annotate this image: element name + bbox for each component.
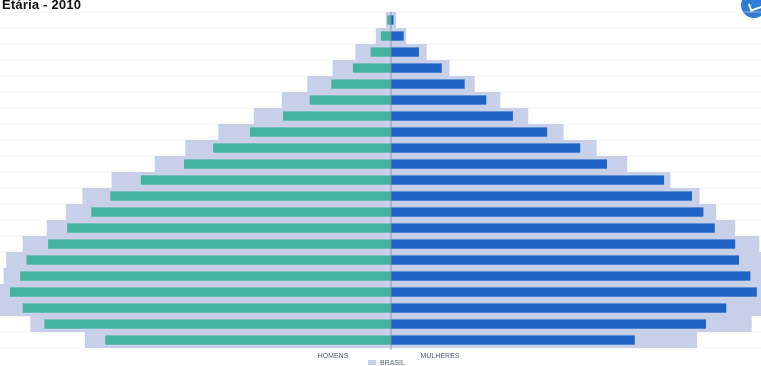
x-label-women: MULHERES [421,353,460,360]
bar-men [184,159,391,169]
bar-women [391,111,513,121]
bar-men [213,143,391,153]
bar-men [10,287,391,297]
bar-women [391,255,739,265]
legend-label-brasil: BRASIL [380,360,405,366]
bar-men [250,127,391,137]
bar-men [67,223,391,233]
bar-women [391,31,404,41]
reference-bar-right [391,12,397,28]
x-label-men: HOMENS [318,353,349,360]
chart-title: Etária - 2010 [2,0,82,12]
bar-women [391,239,736,249]
bar-women [391,175,665,185]
bar-women [391,63,442,73]
bar-men [309,95,391,105]
bar-men [44,319,392,329]
bar-women [391,15,394,25]
bar-men [352,63,391,73]
bar-men [20,271,391,281]
bar-men [105,335,392,345]
bar-men [110,191,392,201]
legend-swatch-brasil [368,360,376,365]
bar-men [283,111,391,121]
population-bars [10,15,757,345]
legend: BRASIL [368,360,405,366]
bar-women [391,335,635,345]
bar-men [91,207,392,217]
bar-men [22,303,391,313]
bar-men [48,239,391,249]
bar-women [391,79,465,89]
bar-women [391,207,704,217]
bar-men [331,79,391,89]
bar-men [380,31,391,41]
bar-men [387,15,391,25]
bar-women [391,95,487,105]
bar-women [391,271,751,281]
bar-men [370,47,391,57]
logo-icon [741,0,761,18]
bar-women [391,223,715,233]
bar-women [391,319,706,329]
bar-men [140,175,391,185]
bar-women [391,127,548,137]
bar-men [26,255,391,265]
bar-women [391,143,581,153]
bar-women [391,47,419,57]
bar-women [391,303,727,313]
bar-women [391,287,757,297]
bar-women [391,159,607,169]
bar-women [391,191,692,201]
